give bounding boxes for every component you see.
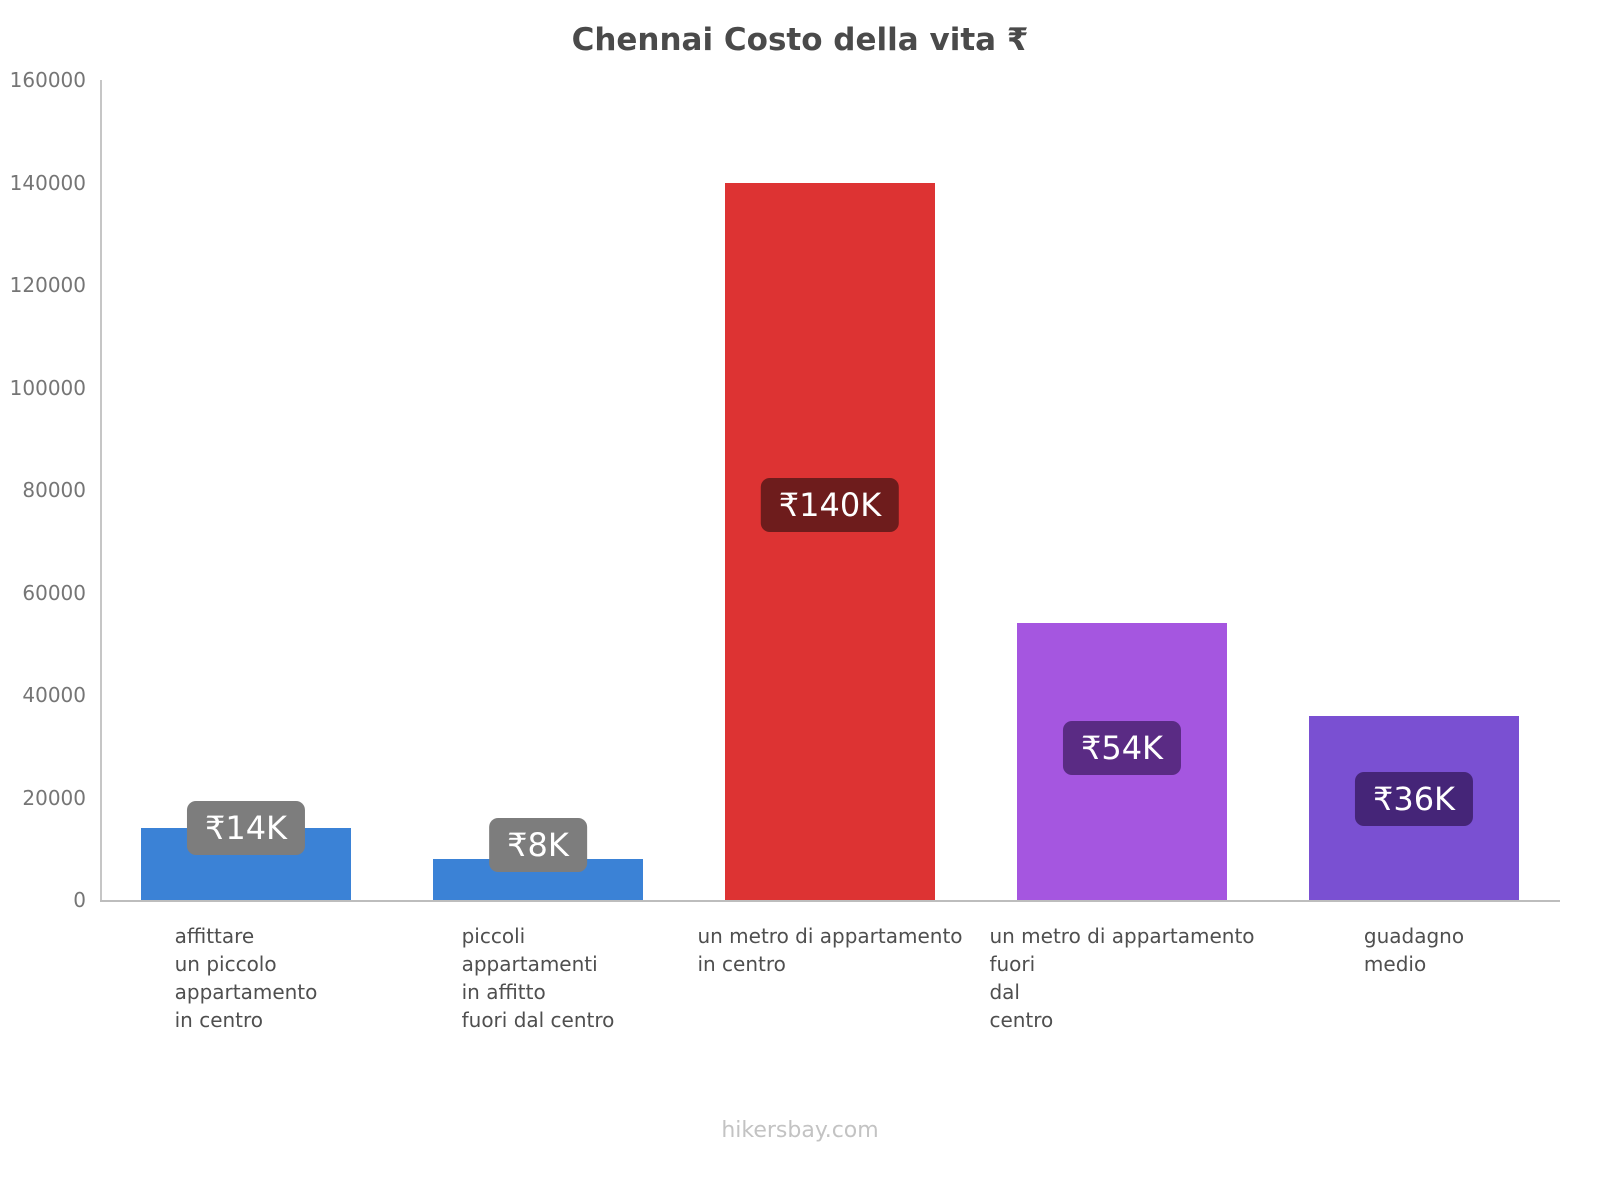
bar-value-label: ₹36K bbox=[1354, 771, 1474, 826]
x-axis-category-label: affittare un piccolo appartamento in centro bbox=[174, 924, 318, 1032]
x-axis-line bbox=[100, 900, 1560, 902]
x-axis-labels: affittare un piccolo appartamento in centro… bbox=[100, 922, 1560, 1062]
y-axis-tick-label: 100000 bbox=[9, 375, 86, 400]
y-axis-tick-label: 140000 bbox=[9, 170, 86, 195]
y-axis-tick-label: 160000 bbox=[9, 68, 86, 92]
y-axis-tick-label: 120000 bbox=[9, 273, 86, 297]
bar-value-label: ₹54K bbox=[1062, 720, 1182, 775]
bar-3 bbox=[725, 182, 935, 900]
x-axis-category-label: un metro di appartamento fuori dal centro bbox=[989, 924, 1255, 1032]
x-axis-category-label: un metro di appartamento in centro bbox=[697, 924, 963, 976]
y-axis-tick-label: 60000 bbox=[22, 580, 86, 605]
y-axis-tick-label: 40000 bbox=[22, 683, 86, 707]
footer-watermark: hikersbay.com bbox=[721, 1118, 879, 1143]
y-axis-tick-label: 80000 bbox=[22, 478, 86, 502]
y-axis-tick-label: 20000 bbox=[22, 785, 86, 810]
plot-area: 0 20000 40000 60000 80000 100000 120000 140000 1… bbox=[10, 68, 1560, 912]
bar-value-label: ₹140K bbox=[760, 478, 900, 533]
x-axis-category-label: guadagno medio bbox=[1363, 924, 1465, 976]
bar-value-label: ₹8K bbox=[489, 818, 587, 872]
y-axis-line bbox=[100, 80, 102, 900]
bar-value-label: ₹14K bbox=[186, 801, 306, 856]
x-axis-category-label: piccoli appartamenti in affitto fuori dal c… bbox=[461, 924, 615, 1032]
y-axis-tick-label: 0 bbox=[73, 888, 86, 912]
chart-title: Chennai Costo della vita ₹ bbox=[571, 22, 1029, 58]
